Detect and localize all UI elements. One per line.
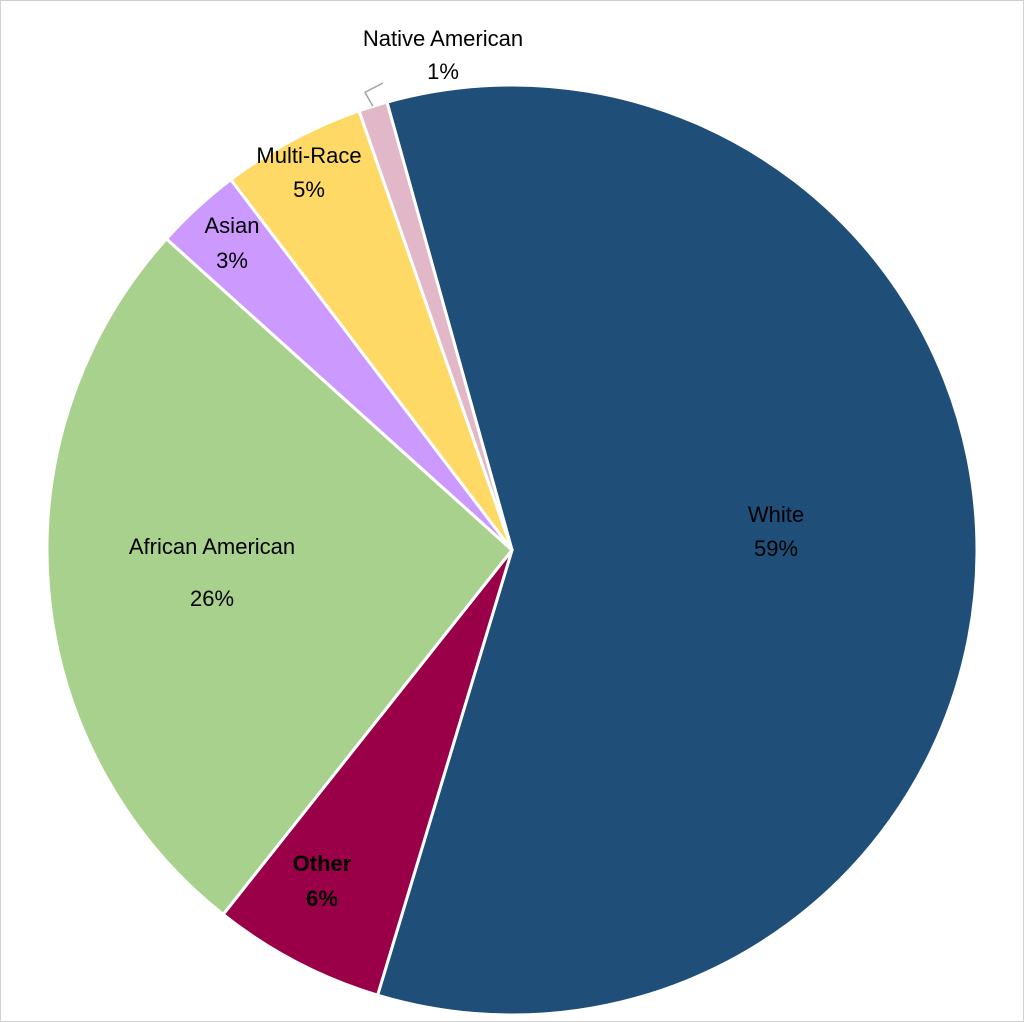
slice-value-label: 1% [427,59,459,84]
slice-name: Asian [204,213,259,238]
pie-slice [221,549,514,998]
leader-line [363,82,384,107]
slice-name: Native American [363,26,523,51]
slice-name: African American [129,534,295,559]
pie-slice [45,236,515,917]
pie-slice [375,83,979,1017]
slice-value-label: 6% [306,886,338,911]
pie [45,83,979,1017]
pie-slice [228,108,514,551]
slice-name: Multi-Race [256,143,361,168]
slice-name: White [748,502,804,527]
labels: White 59% Other 6% African American 26% Asian 3… [129,26,804,911]
slice-value-label: 3% [216,248,248,273]
slice-name: Other [293,851,352,876]
slice-value-label: 59% [754,536,798,561]
slice-value-label: 5% [293,177,325,202]
slice-value-label: 26% [190,586,234,611]
